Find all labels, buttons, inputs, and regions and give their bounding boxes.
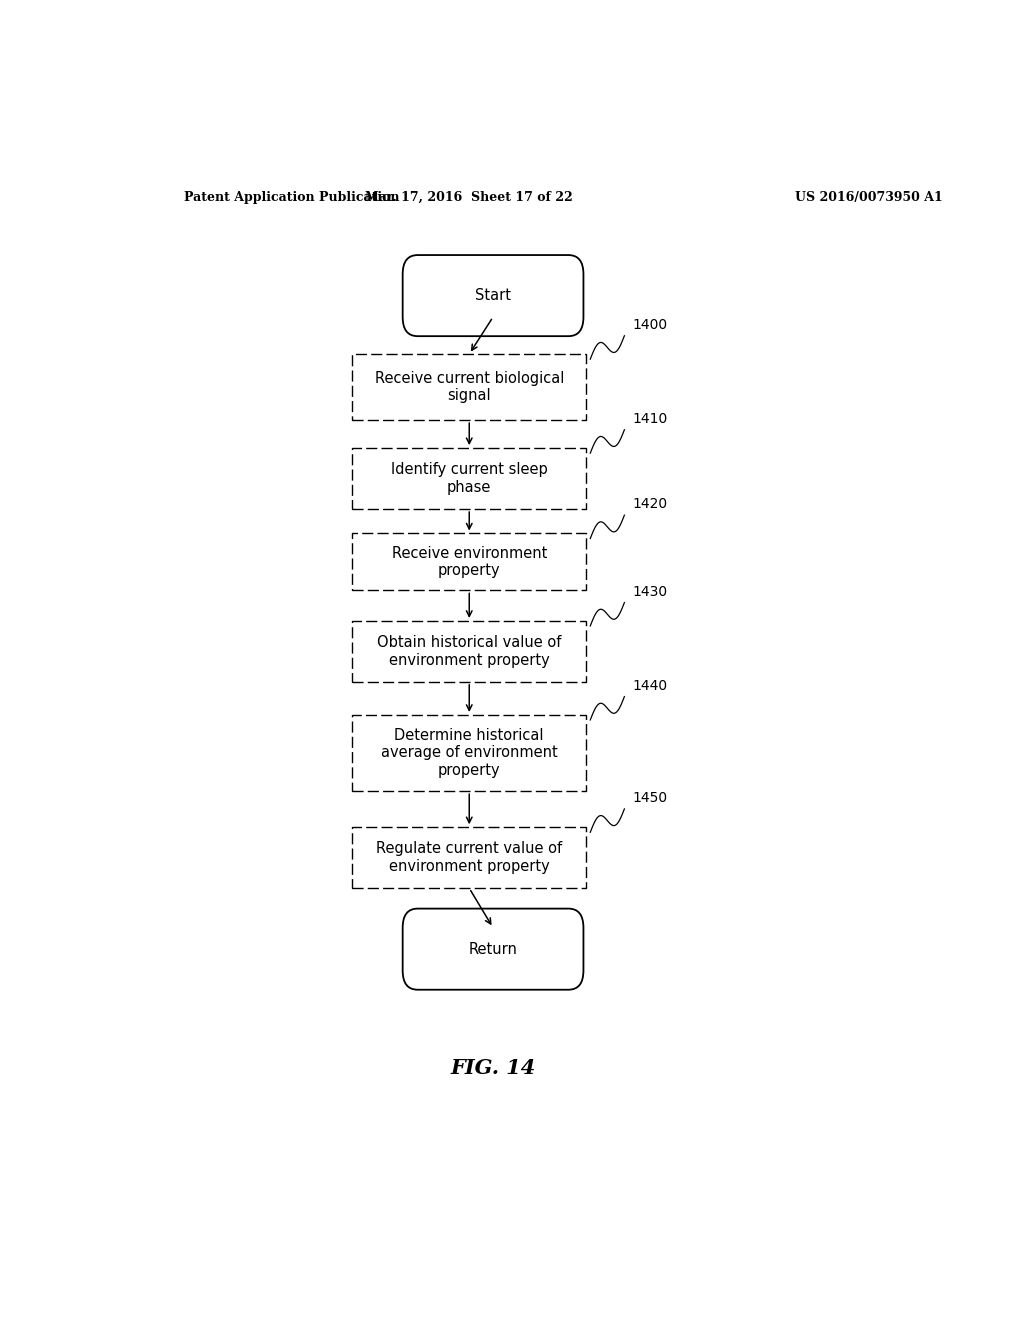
Text: 1420: 1420 — [633, 498, 668, 511]
Text: Receive current biological
signal: Receive current biological signal — [375, 371, 564, 404]
Text: 1440: 1440 — [633, 678, 668, 693]
Bar — [352, 447, 587, 510]
Bar — [352, 715, 587, 791]
Bar — [352, 533, 587, 590]
Bar — [352, 354, 587, 420]
Text: Return: Return — [469, 941, 517, 957]
Text: US 2016/0073950 A1: US 2016/0073950 A1 — [795, 190, 942, 203]
Text: 1450: 1450 — [633, 791, 668, 805]
FancyBboxPatch shape — [402, 255, 584, 337]
Text: FIG. 14: FIG. 14 — [451, 1059, 536, 1078]
Text: 1400: 1400 — [633, 318, 668, 331]
Text: 1430: 1430 — [633, 585, 668, 598]
Text: Obtain historical value of
environment property: Obtain historical value of environment p… — [377, 635, 561, 668]
Text: Determine historical
average of environment
property: Determine historical average of environm… — [381, 729, 558, 777]
Text: Mar. 17, 2016  Sheet 17 of 22: Mar. 17, 2016 Sheet 17 of 22 — [366, 190, 573, 203]
Bar — [352, 620, 587, 682]
Text: Patent Application Publication: Patent Application Publication — [183, 190, 399, 203]
Text: 1410: 1410 — [633, 412, 668, 426]
Text: Receive environment
property: Receive environment property — [391, 545, 547, 578]
Bar — [352, 828, 587, 888]
Text: Identify current sleep
phase: Identify current sleep phase — [391, 462, 548, 495]
FancyBboxPatch shape — [402, 908, 584, 990]
Text: Regulate current value of
environment property: Regulate current value of environment pr… — [376, 841, 562, 874]
Text: Start: Start — [475, 288, 511, 304]
